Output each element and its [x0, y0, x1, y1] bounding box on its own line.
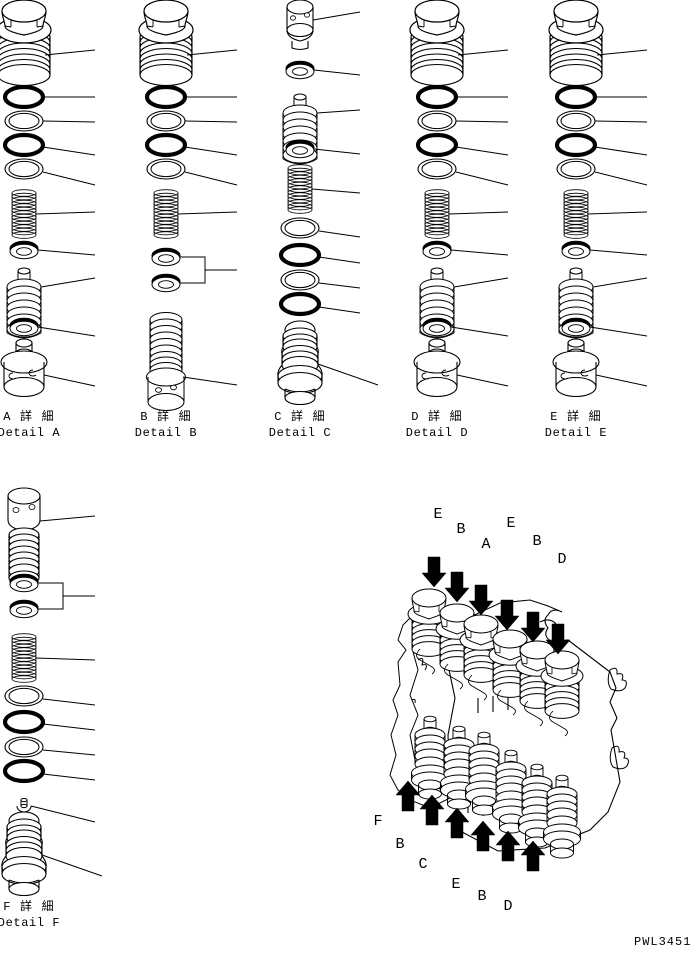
svg-text:PWL3451: PWL3451	[634, 935, 691, 949]
svg-text:Detail A: Detail A	[0, 426, 60, 440]
svg-text:F: F	[373, 813, 382, 830]
svg-text:E: E	[506, 515, 515, 532]
svg-text:D: D	[503, 898, 512, 915]
svg-text:Detail B: Detail B	[135, 426, 197, 440]
svg-text:B: B	[395, 836, 404, 853]
svg-text:B: B	[456, 521, 465, 538]
svg-text:Detail E: Detail E	[545, 426, 607, 440]
svg-text:Detail D: Detail D	[406, 426, 468, 440]
svg-text:D: D	[557, 551, 566, 568]
svg-text:E: E	[451, 876, 460, 893]
svg-text:A 詳 細: A 詳 細	[3, 408, 55, 424]
svg-text:B: B	[477, 888, 486, 905]
svg-text:B 詳 細: B 詳 細	[140, 408, 192, 424]
svg-text:D 詳 細: D 詳 細	[411, 408, 463, 424]
svg-text:A: A	[481, 536, 490, 553]
svg-text:Detail F: Detail F	[0, 916, 60, 930]
svg-text:B: B	[532, 533, 541, 550]
svg-text:Detail C: Detail C	[269, 426, 331, 440]
svg-text:E 詳 細: E 詳 細	[550, 408, 602, 424]
svg-text:C: C	[418, 856, 427, 873]
svg-text:E: E	[433, 506, 442, 523]
svg-text:C 詳 細: C 詳 細	[274, 408, 326, 424]
svg-text:F 詳 細: F 詳 細	[3, 898, 55, 914]
